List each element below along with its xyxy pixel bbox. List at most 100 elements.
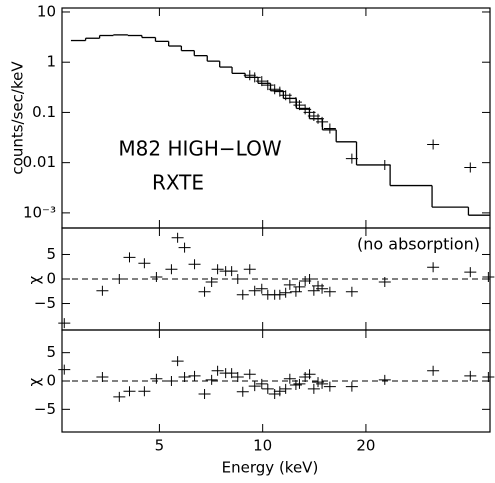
y-tick-label: 0.01 [23, 153, 56, 171]
residual-point [289, 286, 302, 297]
residual-point [165, 376, 178, 386]
residual-point [113, 391, 126, 402]
residual-point [178, 242, 191, 253]
residual-point [188, 259, 201, 270]
data-point [261, 80, 274, 91]
residual-point [255, 378, 268, 389]
data-point [283, 93, 296, 104]
data-point [243, 70, 256, 81]
y-tick-label: 0 [46, 270, 56, 288]
y-tick-label: 10⁻³ [23, 203, 56, 221]
residual-point [464, 370, 477, 381]
residual-point [283, 373, 296, 384]
residual-point [58, 318, 71, 329]
residual-point [138, 386, 151, 397]
residual-point [255, 283, 268, 294]
residual-point [178, 372, 191, 383]
annotation: (no absorption) [357, 235, 480, 254]
residual-point [205, 276, 218, 287]
y-tick-label: 1 [46, 53, 56, 71]
residual-point [293, 281, 306, 292]
residual-point [293, 378, 306, 389]
residual-point [427, 365, 440, 376]
residual-point [123, 386, 136, 397]
residual-point [171, 232, 184, 243]
residual-point [171, 356, 184, 367]
y-axis-label: χ [26, 377, 44, 386]
residual-point [198, 389, 211, 400]
y-axis-label: counts/sec/keV [9, 61, 27, 175]
residual-point [261, 383, 274, 394]
residual-point [211, 365, 224, 376]
residual-point [345, 381, 358, 392]
residual-point [96, 372, 109, 383]
residual-point [231, 274, 244, 284]
residual-point [307, 383, 320, 394]
residual-point [283, 279, 296, 290]
residual-point [316, 378, 329, 389]
y-axis-label: χ [26, 275, 44, 284]
data-point [464, 162, 477, 173]
residual-point [303, 369, 316, 380]
panel-frame [61, 7, 491, 229]
residual-point [138, 258, 151, 269]
residual-point [248, 285, 261, 296]
data-point [427, 139, 440, 150]
residual-point [236, 386, 249, 397]
residual-point [236, 289, 249, 300]
x-axis-label: Energy (keV) [222, 459, 319, 477]
residual-point [150, 373, 163, 384]
residual-point [268, 389, 281, 400]
residual-point [231, 372, 244, 383]
y-tick-label: 5 [46, 343, 56, 361]
residual-point [188, 370, 201, 381]
residual-point [243, 369, 256, 380]
annotation: M82 HIGH−LOW [118, 137, 281, 161]
y-tick-label: −5 [34, 400, 56, 418]
residual-point [323, 286, 336, 297]
residual-point [323, 381, 336, 392]
residual-point [464, 267, 477, 278]
residual-point [211, 264, 224, 275]
residual-point [123, 252, 136, 263]
residual-point [248, 381, 261, 392]
annotation: RXTE [152, 171, 204, 195]
residual-point [113, 274, 126, 284]
residual-point [96, 285, 109, 296]
data-point [248, 72, 261, 83]
data-point [316, 116, 329, 127]
residual-point [378, 276, 391, 287]
residual-point [289, 379, 302, 390]
x-tick-label: 20 [356, 437, 375, 455]
residual-point [427, 262, 440, 273]
y-tick-label: 0.1 [32, 103, 56, 121]
data-point [345, 153, 358, 164]
residual-point [243, 264, 256, 275]
y-tick-label: 0 [46, 372, 56, 390]
residual-point [198, 286, 211, 297]
data-point [378, 159, 391, 170]
residual-point [345, 286, 358, 297]
x-tick-label: 5 [155, 437, 165, 455]
residual-point [205, 374, 218, 385]
residual-point [165, 264, 178, 275]
residual-point [58, 364, 71, 375]
residual-point [150, 272, 163, 283]
residual-point [482, 272, 495, 283]
residual-point [316, 283, 329, 294]
residual-point [482, 372, 495, 383]
y-tick-label: −5 [34, 294, 56, 312]
data-point [268, 84, 281, 95]
data-point [255, 76, 268, 87]
residual-point [279, 383, 292, 394]
y-tick-label: 5 [46, 245, 56, 263]
y-tick-label: 10 [37, 2, 56, 20]
residual-point [378, 374, 391, 385]
residual-point [303, 274, 316, 284]
residual-point [273, 386, 286, 397]
residual-point [225, 266, 238, 277]
x-tick-label: 10 [253, 437, 272, 455]
data-point [293, 100, 306, 111]
residual-point [225, 368, 238, 379]
